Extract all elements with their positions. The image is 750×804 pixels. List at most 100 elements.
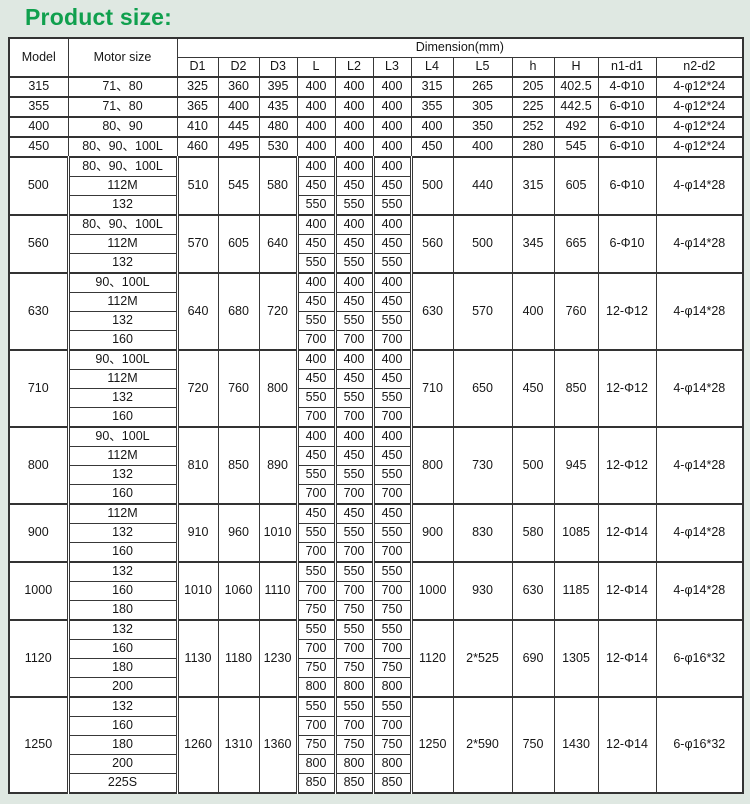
cell-l4: 400 xyxy=(410,116,454,138)
cell-n1d1: 6-Φ10 xyxy=(597,136,657,158)
cell-motor: 71、80 xyxy=(67,96,178,118)
cell-h: 580 xyxy=(511,503,555,563)
col-header-motor-size: Motor size xyxy=(67,37,178,78)
cell-l2: 800 xyxy=(333,754,375,774)
table-row: 710 90、100L 720 760 800 400 400 400 710 … xyxy=(8,349,744,428)
cell-l3: 400 xyxy=(371,349,413,370)
table-row: 225S 850 850 850 xyxy=(9,773,743,794)
col-header-d1: D1 xyxy=(176,57,219,78)
cell-l2: 550 xyxy=(333,311,375,331)
cell-H: 442.5 xyxy=(553,96,599,118)
cell-d1: 1130 xyxy=(176,619,219,698)
table-row: 160 700 700 700 xyxy=(9,484,743,505)
cell-l: 700 xyxy=(295,330,337,351)
table-row: 450 80、90、100L 460 495 530 400 400 400 4… xyxy=(8,136,744,158)
table-row: 1000 132 1010 1060 1110 550 550 550 1000… xyxy=(8,561,744,621)
cell-d1: 640 xyxy=(176,272,219,351)
cell-h: 400 xyxy=(511,272,555,351)
cell-l5: 400 xyxy=(452,136,513,158)
cell-l: 550 xyxy=(295,619,337,640)
col-header-h-small: h xyxy=(511,57,555,78)
col-header-model: Model xyxy=(8,37,69,78)
cell-n2d2: 4-φ12*24 xyxy=(655,96,744,118)
cell-l3: 550 xyxy=(371,195,413,216)
cell-motor: 200 xyxy=(66,754,179,774)
cell-l2: 700 xyxy=(333,407,375,428)
cell-h: 690 xyxy=(511,619,555,698)
cell-d1: 1010 xyxy=(176,561,219,621)
cell-motor: 80、90、100L xyxy=(67,136,178,158)
cell-l2: 400 xyxy=(334,136,374,158)
cell-d3: 640 xyxy=(258,214,298,274)
cell-n2d2: 4-φ14*28 xyxy=(655,349,744,428)
cell-motor: 132 xyxy=(66,253,179,274)
cell-motor: 180 xyxy=(66,658,179,678)
cell-H: 1185 xyxy=(553,561,599,621)
cell-motor: 112M xyxy=(66,369,179,389)
cell-l2: 700 xyxy=(333,581,375,601)
cell-d3: 530 xyxy=(258,136,298,158)
cell-l: 450 xyxy=(295,446,337,466)
cell-h: 500 xyxy=(511,426,555,505)
cell-motor: 132 xyxy=(66,465,179,485)
cell-motor: 71、80 xyxy=(67,76,178,98)
cell-l5: 830 xyxy=(452,503,513,563)
cell-model: 450 xyxy=(8,136,69,158)
cell-l2: 400 xyxy=(333,426,375,447)
cell-d2: 1310 xyxy=(217,696,260,794)
cell-l2: 700 xyxy=(333,639,375,659)
cell-l2: 550 xyxy=(333,561,375,582)
col-header-n2d2: n2-d2 xyxy=(655,57,744,78)
cell-l3: 400 xyxy=(371,214,413,235)
cell-l: 800 xyxy=(295,677,337,698)
cell-l2: 550 xyxy=(333,388,375,408)
cell-l2: 400 xyxy=(333,156,375,177)
cell-n1d1: 12-Φ14 xyxy=(597,619,657,698)
cell-n2d2: 4-φ14*28 xyxy=(655,156,744,216)
cell-l: 850 xyxy=(295,773,337,794)
col-header-l: L xyxy=(296,57,336,78)
cell-motor: 90、100L xyxy=(66,349,179,370)
cell-motor: 160 xyxy=(66,581,179,601)
cell-l2: 550 xyxy=(333,195,375,216)
cell-d2: 960 xyxy=(217,503,260,563)
table-row: 200 800 800 800 xyxy=(9,754,743,774)
cell-l: 700 xyxy=(295,639,337,659)
cell-motor: 160 xyxy=(66,716,179,736)
cell-l4: 1000 xyxy=(410,561,454,621)
cell-d1: 1260 xyxy=(176,696,219,794)
cell-d1: 325 xyxy=(176,76,219,98)
cell-h: 450 xyxy=(511,349,555,428)
cell-l4: 1250 xyxy=(410,696,454,794)
col-header-h-big: H xyxy=(553,57,599,78)
cell-l4: 1120 xyxy=(410,619,454,698)
cell-H: 605 xyxy=(553,156,599,216)
cell-H: 665 xyxy=(553,214,599,274)
cell-l3: 700 xyxy=(371,330,413,351)
cell-l2: 550 xyxy=(333,523,375,543)
cell-h: 750 xyxy=(511,696,555,794)
cell-d2: 360 xyxy=(217,76,260,98)
header-row-top: Model Motor size Dimension(mm) xyxy=(8,37,744,78)
cell-l2: 400 xyxy=(334,76,374,98)
cell-model: 710 xyxy=(8,349,69,428)
cell-l2: 700 xyxy=(333,330,375,351)
cell-model: 315 xyxy=(8,76,69,98)
table-row: 1120 132 1130 1180 1230 550 550 550 1120… xyxy=(8,619,744,698)
cell-l5: 2*525 xyxy=(452,619,513,698)
cell-motor: 112M xyxy=(66,234,179,254)
cell-l2: 550 xyxy=(333,253,375,274)
cell-l5: 650 xyxy=(452,349,513,428)
cell-l3: 750 xyxy=(371,658,413,678)
table-row: 400 80、90 410 445 480 400 400 400 400 35… xyxy=(8,116,744,138)
cell-n1d1: 6-Φ10 xyxy=(597,96,657,118)
cell-l: 750 xyxy=(295,600,337,621)
table-row: 500 80、90、100L 510 545 580 400 400 400 5… xyxy=(8,156,744,216)
cell-d2: 605 xyxy=(217,214,260,274)
col-header-l5: L5 xyxy=(452,57,513,78)
cell-l: 550 xyxy=(295,561,337,582)
cell-d3: 480 xyxy=(258,116,298,138)
cell-l3: 450 xyxy=(371,176,413,196)
cell-l: 550 xyxy=(295,523,337,543)
product-size-table: Model Motor size Dimension(mm) D1 D2 D3 … xyxy=(8,37,745,794)
